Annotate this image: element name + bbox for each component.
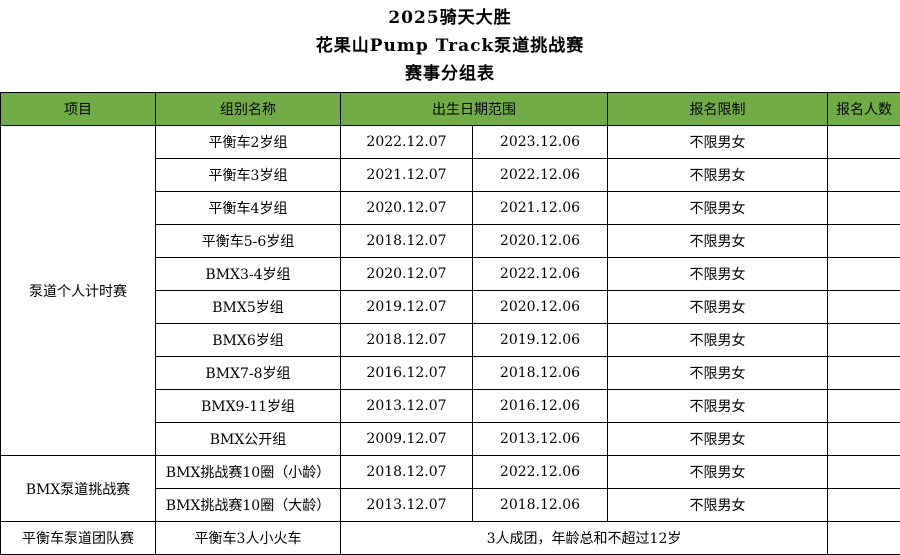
birth-start-cell: 2013.12.07 (340, 488, 473, 522)
header-birth-range: 出生日期范围 (340, 92, 608, 126)
birth-start-cell: 2020.12.07 (340, 191, 473, 225)
group-name-cell: 平衡车5-6岁组 (155, 224, 341, 258)
restriction-cell: 不限男女 (607, 257, 828, 291)
header-group-name: 组别名称 (155, 92, 341, 126)
restriction-cell: 不限男女 (607, 455, 828, 489)
birth-end-cell: 2019.12.06 (472, 323, 608, 357)
group-name-cell: BMX公开组 (155, 422, 341, 456)
count-cell (827, 389, 900, 423)
restriction-cell: 不限男女 (607, 224, 828, 258)
count-cell (827, 224, 900, 258)
birth-end-cell: 2021.12.06 (472, 191, 608, 225)
birth-start-cell: 2013.12.07 (340, 389, 473, 423)
birth-end-cell: 2013.12.06 (472, 422, 608, 456)
header-count: 报名人数 (827, 92, 900, 126)
birth-end-cell: 2023.12.06 (472, 125, 608, 159)
count-cell (827, 158, 900, 192)
birth-end-cell: 2022.12.06 (472, 158, 608, 192)
group-name-cell: BMX挑战赛10圈（小龄） (155, 455, 341, 489)
birth-start-cell: 2018.12.07 (340, 323, 473, 357)
table-row: BMX公开组 2009.12.07 2013.12.06 不限男女 (1, 422, 900, 456)
birth-end-cell: 2018.12.06 (472, 488, 608, 522)
count-cell (827, 257, 900, 291)
project-cell: BMX泵道挑战赛 (0, 455, 156, 522)
birth-end-cell: 2022.12.06 (472, 257, 608, 291)
group-name-cell: BMX挑战赛10圈（大龄） (155, 488, 341, 522)
table-row: BMX3-4岁组 2020.12.07 2022.12.06 不限男女 (1, 257, 900, 291)
grouping-table: 项目 组别名称 出生日期范围 报名限制 报名人数 泵道个人计时赛 平衡车2岁组 20… (0, 92, 900, 555)
count-cell (827, 290, 900, 324)
group-name-cell: BMX3-4岁组 (155, 257, 341, 291)
group-name-cell: 平衡车4岁组 (155, 191, 341, 225)
header-row: 项目 组别名称 出生日期范围 报名限制 报名人数 (0, 92, 900, 126)
birth-start-cell: 2016.12.07 (340, 356, 473, 390)
birth-start-cell: 2018.12.07 (340, 455, 473, 489)
title-block: 2025骑天大胜 花果山Pump Track泵道挑战赛 赛事分组表 (0, 0, 900, 92)
birth-end-cell: 2016.12.06 (472, 389, 608, 423)
birth-start-cell: 2019.12.07 (340, 290, 473, 324)
birth-start-cell: 2021.12.07 (340, 158, 473, 192)
restriction-cell: 不限男女 (607, 125, 828, 159)
count-cell (827, 323, 900, 357)
birth-start-cell: 2009.12.07 (340, 422, 473, 456)
birth-start-cell: 2020.12.07 (340, 257, 473, 291)
group-name-cell: 平衡车3岁组 (155, 158, 341, 192)
group-name-cell: BMX9-11岁组 (155, 389, 341, 423)
birth-end-cell: 2020.12.06 (472, 224, 608, 258)
restriction-cell: 不限男女 (607, 356, 828, 390)
table-row: 平衡车泵道团队赛 平衡车3人小火车 3人成团，年龄总和不超过12岁 (0, 521, 900, 555)
table-row: BMX泵道挑战赛 BMX挑战赛10圈（小龄） 2018.12.07 2022.12.0… (0, 455, 900, 522)
table-row: 平衡车3岁组 2021.12.07 2022.12.06 不限男女 (1, 158, 900, 192)
title-line-3: 赛事分组表 (405, 64, 495, 84)
count-cell (827, 488, 900, 522)
birth-end-cell: 2020.12.06 (472, 290, 608, 324)
table-row: 泵道个人计时赛 平衡车2岁组 2022.12.07 2023.12.06 不限男女 (0, 125, 900, 456)
count-cell (827, 521, 900, 555)
restriction-cell: 不限男女 (607, 323, 828, 357)
count-cell (827, 125, 900, 159)
table-row: 平衡车4岁组 2020.12.07 2021.12.06 不限男女 (1, 191, 900, 225)
table-row: 平衡车5-6岁组 2018.12.07 2020.12.06 不限男女 (1, 224, 900, 258)
group-name-cell: BMX7-8岁组 (155, 356, 341, 390)
header-restriction: 报名限制 (607, 92, 828, 126)
birth-end-cell: 2018.12.06 (472, 356, 608, 390)
group-name-cell: BMX5岁组 (155, 290, 341, 324)
table-row: BMX9-11岁组 2013.12.07 2016.12.06 不限男女 (1, 389, 900, 423)
count-cell (827, 191, 900, 225)
group-name-cell: 平衡车2岁组 (155, 125, 341, 159)
title-line-1: 2025骑天大胜 (388, 8, 512, 28)
restriction-cell: 不限男女 (607, 191, 828, 225)
project-cell: 泵道个人计时赛 (0, 125, 156, 456)
birth-start-cell: 2022.12.07 (340, 125, 473, 159)
restriction-cell: 不限男女 (607, 422, 828, 456)
header-project: 项目 (0, 92, 156, 126)
count-cell (827, 455, 900, 489)
count-cell (827, 356, 900, 390)
group-name-cell: BMX6岁组 (155, 323, 341, 357)
title-line-2: 花果山Pump Track泵道挑战赛 (315, 36, 585, 56)
birth-start-cell: 2018.12.07 (340, 224, 473, 258)
restriction-cell: 不限男女 (607, 389, 828, 423)
restriction-cell: 不限男女 (607, 488, 828, 522)
note-cell: 3人成团，年龄总和不超过12岁 (340, 521, 828, 555)
restriction-cell: 不限男女 (607, 290, 828, 324)
count-cell (827, 422, 900, 456)
restriction-cell: 不限男女 (607, 158, 828, 192)
project-cell: 平衡车泵道团队赛 (0, 521, 156, 555)
group-name-cell: 平衡车3人小火车 (155, 521, 341, 555)
birth-end-cell: 2022.12.06 (472, 455, 608, 489)
